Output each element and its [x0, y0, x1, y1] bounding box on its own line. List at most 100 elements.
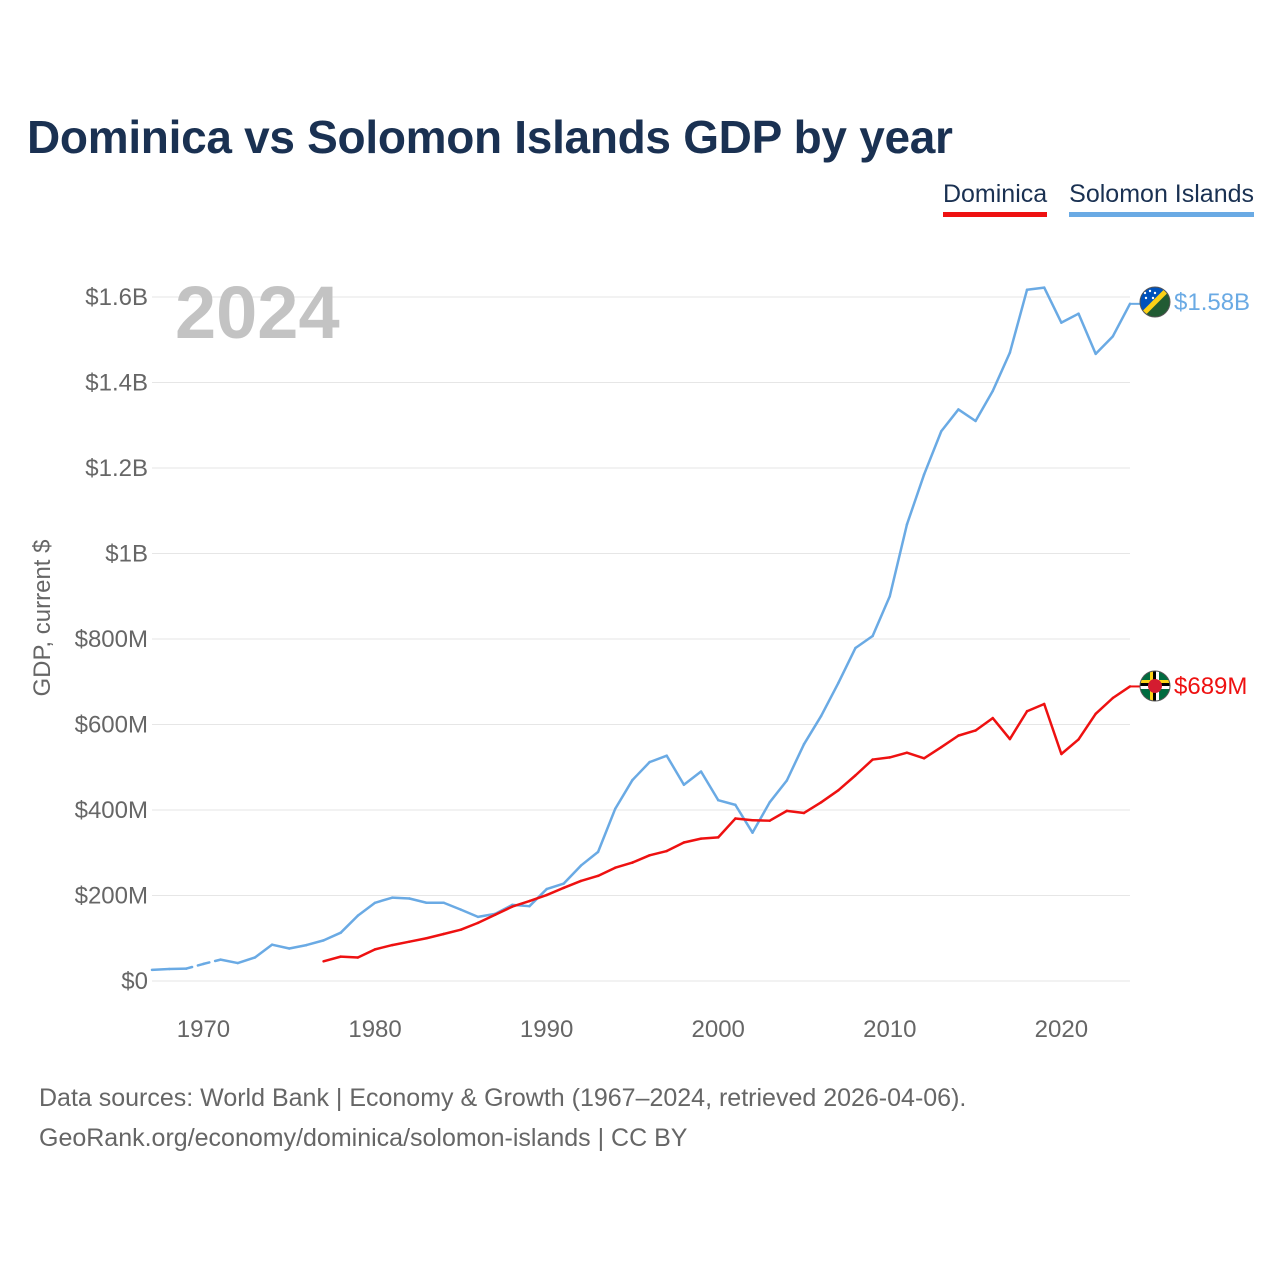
y-tick-label: $1B [105, 541, 148, 568]
series-segment-dominica [356, 948, 377, 959]
series-segment-solomon [373, 896, 394, 905]
series-segment-dominica [528, 893, 548, 903]
y-tick-label: $1.4B [85, 370, 148, 397]
x-tick-label: 2010 [863, 1016, 916, 1043]
series-segment-solomon [270, 943, 291, 950]
series-segment-solomon [751, 801, 771, 834]
series-segment-solomon [236, 956, 257, 965]
series-segment-dominica [390, 940, 411, 947]
series-segment-solomon [1060, 312, 1080, 324]
series-segment-solomon [1094, 335, 1115, 356]
series-segment-solomon [150, 967, 171, 972]
series-segment-dominica [734, 817, 754, 822]
series-segment-solomon [408, 897, 428, 905]
gridlines [152, 296, 1130, 982]
series-segment-dominica [940, 734, 960, 749]
series-segment-solomon [682, 770, 703, 787]
series-segment-dominica [922, 745, 943, 760]
series-segment-solomon [940, 408, 960, 433]
series-segment-dominica [768, 809, 789, 822]
series-segment-solomon [785, 742, 806, 782]
end-value-label-solomon-islands: $1.58B [1174, 289, 1250, 316]
series-segment-solomon [974, 389, 994, 423]
series-segment-dominica [905, 751, 926, 760]
solomon-islands-flag-icon [1139, 286, 1171, 318]
series-segment-solomon [545, 882, 566, 891]
y-tick-label: $1.2B [85, 455, 148, 482]
legend-item-solomon-islands[interactable]: Solomon Islands [1069, 180, 1254, 217]
series-segment-dominica [648, 849, 668, 857]
series-segment-solomon [219, 958, 240, 965]
series-segment-dominica [373, 943, 394, 951]
series-segment-dominica [579, 874, 600, 883]
series-segment-solomon [854, 634, 874, 650]
series-segment-dominica [545, 886, 566, 897]
series-segment-solomon [888, 523, 909, 598]
series-segment-solomon [579, 850, 600, 867]
series-segment-dominica [819, 789, 840, 804]
y-tick-label: $0 [121, 968, 148, 995]
y-axis-tick-labels: $0 $200M $400M $600M $800M $1B $1.2B $1.4B $1.6B [75, 284, 148, 995]
x-tick-label: 1980 [348, 1016, 401, 1043]
series-segment-dominica [1077, 712, 1097, 741]
series-segment-dominica [1025, 702, 1046, 713]
series-lines [150, 286, 1140, 972]
series-segment-solomon [322, 931, 342, 942]
source-url-license[interactable]: GeoRank.org/economy/dominica/solomon-isl… [39, 1124, 688, 1152]
series-segment-solomon [837, 646, 857, 685]
series-segment-solomon [202, 958, 222, 966]
series-segment-solomon [699, 770, 720, 802]
series-segment-dominica [493, 905, 514, 916]
series-segment-solomon [339, 914, 360, 934]
legend: Dominica Solomon Islands [942, 180, 1254, 217]
series-segment-dominica [442, 928, 463, 936]
series-segment-solomon [288, 943, 308, 950]
series-segment-dominica [1094, 696, 1115, 716]
x-axis-tick-labels: 1970 1980 1990 2000 2010 2020 [177, 1016, 1088, 1043]
series-segment-solomon [305, 939, 325, 947]
series-segment-dominica [339, 955, 360, 959]
y-tick-label: $600M [75, 712, 148, 739]
series-segment-dominica [631, 854, 651, 864]
series-segment-dominica [682, 837, 703, 844]
series-segment-solomon [631, 760, 651, 782]
series-segment-solomon [1042, 286, 1063, 324]
series-segment-solomon [957, 408, 977, 423]
series-segment-dominica [596, 866, 617, 878]
series-segment-dominica [991, 716, 1012, 741]
series-segment-dominica [459, 921, 480, 931]
series-segment-dominica [322, 955, 342, 963]
series-segment-dominica [974, 716, 994, 732]
series-segment-solomon [922, 429, 943, 476]
series-segment-solomon [1025, 286, 1046, 291]
series-segment-solomon [648, 754, 668, 764]
series-dominica [322, 685, 1140, 963]
series-segment-dominica [562, 879, 583, 890]
series-solomon [150, 286, 1140, 972]
series-segment-dominica [425, 932, 445, 940]
year-watermark: 2024 [175, 271, 340, 354]
x-tick-label: 1970 [177, 1016, 230, 1043]
series-segment-dominica [511, 899, 531, 908]
series-segment-solomon [1111, 302, 1132, 338]
series-segment-solomon [614, 778, 634, 810]
series-segment-solomon [459, 908, 480, 919]
series-segment-solomon [768, 779, 789, 804]
y-tick-label: $800M [75, 626, 148, 653]
series-segment-dominica [716, 817, 737, 839]
gdp-line-chart: $0 $200M $400M $600M $800M $1B $1.2B $1.4B $1.6B… [29, 271, 1250, 1043]
x-tick-label: 2020 [1035, 1016, 1088, 1043]
series-segment-solomon [716, 798, 737, 807]
legend-item-dominica[interactable]: Dominica [942, 180, 1048, 217]
x-tick-label: 2000 [692, 1016, 745, 1043]
series-segment-solomon [1008, 288, 1029, 354]
series-segment-dominica [888, 751, 909, 759]
y-axis-label: GDP, current $ [29, 540, 56, 697]
series-segment-solomon [562, 864, 583, 885]
series-segment-solomon [819, 681, 840, 718]
series-segment-dominica [854, 758, 874, 777]
series-segment-dominica [1008, 709, 1029, 741]
series-segment-solomon [871, 595, 892, 638]
series-segment-dominica [699, 836, 720, 840]
y-tick-label: $1.6B [85, 284, 148, 311]
